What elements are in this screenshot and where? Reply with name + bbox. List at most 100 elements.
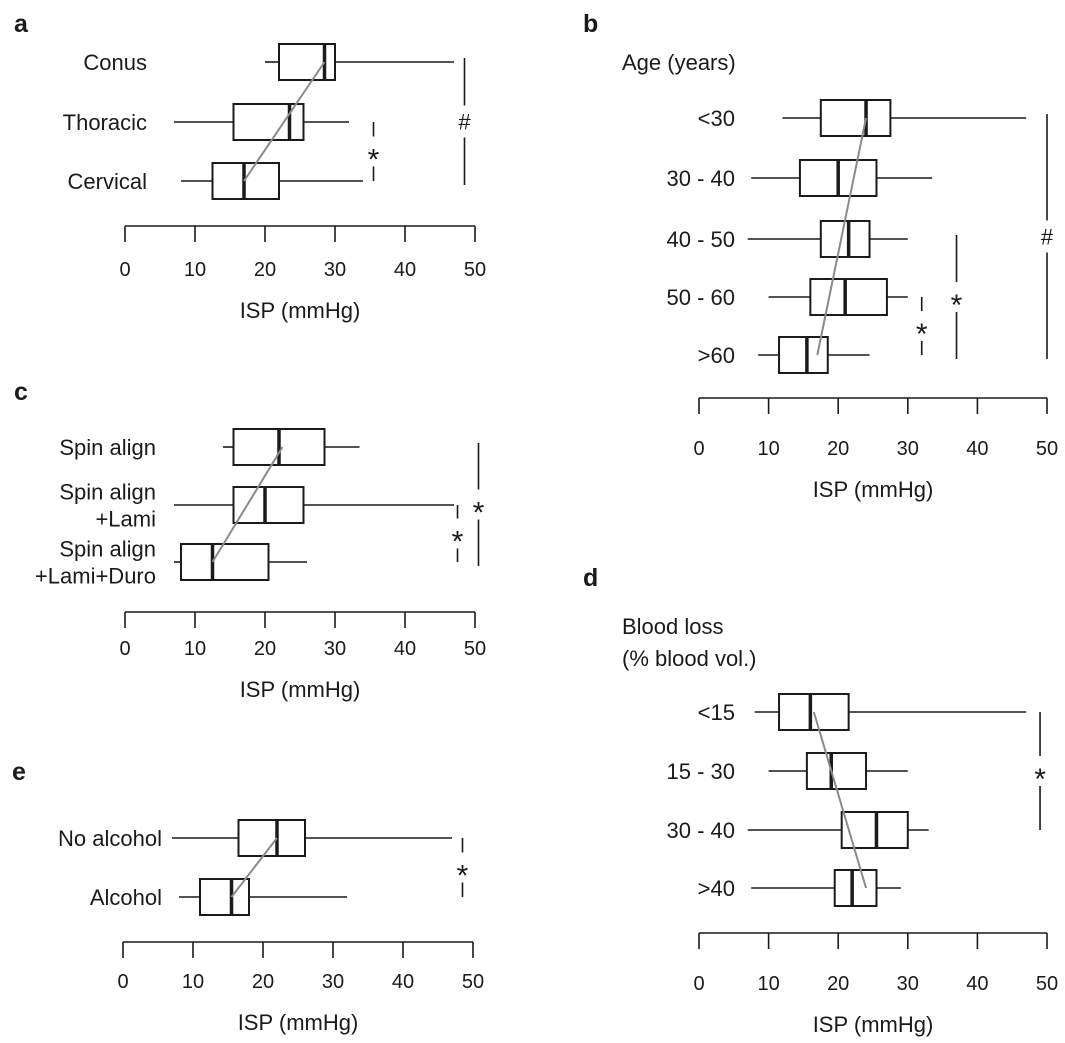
- category-label: Cervical: [68, 169, 147, 194]
- panel-e: e No alcohol Alcohol 0 10 20 30 40 50 ISP (mmHg) *: [12, 758, 484, 1035]
- significance-1: *: [951, 235, 963, 359]
- x-tick-label: 40: [394, 259, 416, 281]
- category-label: <30: [698, 106, 735, 131]
- iqr-box: [819, 99, 892, 137]
- category-label: Spin align: [59, 537, 156, 562]
- sig-symbol: #: [458, 110, 471, 135]
- x-axis-label: ISP (mmHg): [240, 298, 361, 323]
- x-tick-label: 20: [827, 438, 849, 460]
- x-axis: 0 10 20 30 40 50: [117, 941, 484, 993]
- category-label: +Lami+Duro: [35, 564, 156, 589]
- category-label: Alcohol: [90, 885, 162, 910]
- sig-symbol: *: [1034, 763, 1046, 796]
- box-0: [754, 693, 1027, 731]
- panel-letter: e: [12, 758, 26, 786]
- trend-line: [812, 711, 867, 889]
- x-axis: 0 10 20 30 40 50: [693, 932, 1058, 995]
- x-tick-label: 50: [1036, 438, 1058, 460]
- box-0: [172, 819, 452, 857]
- iqr-box: [232, 486, 305, 524]
- panel-a: a Conus Thoracic Cervical 0 10 20 30 40 50 ISP (mm…: [14, 10, 486, 323]
- significance-0: *: [452, 505, 464, 562]
- x-tick-label: 10: [182, 971, 204, 993]
- iqr-box: [833, 869, 878, 907]
- category-label: 30 - 40: [667, 166, 736, 191]
- trend-line: [816, 117, 868, 356]
- sig-symbol: #: [1041, 225, 1054, 250]
- x-tick-label: 0: [117, 971, 128, 993]
- box-4: [758, 336, 870, 374]
- box-3: [768, 278, 908, 316]
- x-tick-label: 40: [394, 638, 416, 660]
- group-title: (% blood vol.): [622, 646, 757, 671]
- category-label: 40 - 50: [667, 227, 736, 252]
- x-tick-label: 50: [1036, 973, 1058, 995]
- x-tick-label: 10: [184, 259, 206, 281]
- x-tick-label: 10: [184, 638, 206, 660]
- category-label: <15: [698, 700, 735, 725]
- box-0: [782, 99, 1027, 137]
- x-tick-label: 40: [392, 971, 414, 993]
- x-tick-label: 30: [324, 638, 346, 660]
- category-label: Thoracic: [63, 110, 147, 135]
- iqr-box: [180, 543, 270, 581]
- box-1: [174, 486, 454, 524]
- trend-line: [243, 61, 326, 182]
- x-tick-label: 10: [757, 973, 779, 995]
- sig-symbol: *: [457, 860, 469, 893]
- box-0: [223, 428, 360, 466]
- significance-0: *: [916, 297, 928, 355]
- x-axis: 0 10 20 30 40 50: [119, 225, 486, 281]
- x-tick-label: 40: [966, 438, 988, 460]
- sig-symbol: *: [452, 526, 464, 559]
- category-label: Spin align: [59, 435, 156, 460]
- x-tick-label: 30: [322, 971, 344, 993]
- significance-0: *: [1034, 712, 1046, 830]
- box-1: [174, 103, 349, 141]
- box-1: [179, 878, 347, 916]
- panel-b: b Age (years) <30 30 - 40 40 - 50 50 - 60 >60 0…: [583, 10, 1058, 502]
- x-tick-label: 50: [462, 971, 484, 993]
- x-axis-label: ISP (mmHg): [240, 677, 361, 702]
- box-2: [747, 220, 908, 258]
- sig-symbol: *: [916, 318, 928, 351]
- panel-d: d Blood loss (% blood vol.) <15 15 - 30 30 - …: [583, 564, 1058, 1037]
- x-tick-label: 20: [254, 259, 276, 281]
- category-label: >40: [698, 876, 735, 901]
- x-axis-label: ISP (mmHg): [813, 1012, 934, 1037]
- x-tick-label: 20: [827, 973, 849, 995]
- x-tick-label: 50: [464, 259, 486, 281]
- iqr-box: [805, 752, 868, 790]
- box-2: [747, 811, 929, 849]
- x-tick-label: 0: [693, 438, 704, 460]
- box-1: [768, 752, 908, 790]
- x-tick-label: 0: [693, 973, 704, 995]
- sig-symbol: *: [473, 497, 485, 530]
- category-label: +Lami: [95, 507, 156, 532]
- panel-letter: d: [583, 564, 598, 592]
- iqr-box: [278, 43, 336, 81]
- x-tick-label: 40: [966, 973, 988, 995]
- category-label: 15 - 30: [667, 759, 736, 784]
- iqr-box: [809, 278, 888, 316]
- box-2: [174, 543, 307, 581]
- significance-1: #: [458, 58, 471, 185]
- trend-line: [211, 446, 284, 563]
- x-tick-label: 20: [254, 638, 276, 660]
- significance-0: *: [457, 838, 469, 897]
- iqr-box: [778, 693, 850, 731]
- significance-0: *: [368, 122, 380, 181]
- iqr-box: [199, 878, 250, 916]
- box-0: [265, 43, 454, 81]
- x-tick-label: 0: [119, 259, 130, 281]
- box-2: [181, 162, 363, 200]
- x-axis-label: ISP (mmHg): [238, 1010, 359, 1035]
- category-label: 50 - 60: [667, 285, 736, 310]
- group-title: Age (years): [622, 50, 736, 75]
- x-tick-label: 10: [757, 438, 779, 460]
- category-label: No alcohol: [58, 826, 162, 851]
- trend-line: [230, 837, 278, 898]
- x-tick-label: 30: [897, 438, 919, 460]
